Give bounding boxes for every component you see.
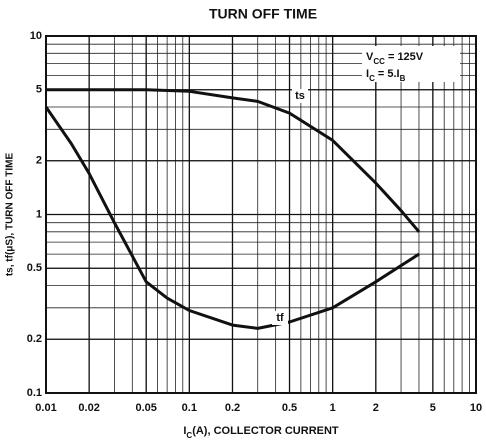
x-tick-label: 0.02: [78, 402, 99, 414]
y-tick-label: 0.2: [27, 333, 42, 345]
y-tick-label: 0.1: [27, 387, 42, 399]
x-tick-label: 5: [430, 402, 436, 414]
annotation-part: CC: [373, 57, 385, 66]
line: [46, 88, 421, 233]
y-axis-label: ts, tf(μS), TURN OFF TIME: [5, 153, 16, 277]
y-tick-label: 2: [36, 155, 42, 167]
annotation-part: B: [400, 74, 406, 83]
x-axis-label-part: (A), COLLECTOR CURRENT: [192, 425, 339, 437]
annotation-part: C: [369, 74, 375, 83]
chart-title: TURN OFF TIME: [209, 6, 317, 22]
annotation-box: [362, 46, 460, 82]
x-tick-label: 10: [470, 402, 482, 414]
annotation-part: I: [366, 68, 369, 80]
x-axis-label-part: I: [183, 425, 186, 437]
annotation-part: = 125V: [385, 51, 424, 63]
x-tick-label: 2: [373, 402, 379, 414]
x-tick-label: 1: [330, 402, 336, 414]
series-label: ts: [295, 90, 305, 102]
line: [44, 106, 420, 330]
y-tick-label: 1: [36, 208, 42, 220]
y-tick-label: 5: [36, 84, 42, 96]
y-tick-label: 10: [30, 30, 42, 42]
annotation-part: V: [366, 51, 374, 63]
series-label: tf: [276, 312, 284, 324]
y-tick-label: 0.5: [27, 262, 42, 274]
x-axis-label: IC(A), COLLECTOR CURRENT: [183, 425, 339, 440]
x-tick-label: 0.05: [135, 402, 156, 414]
annotation-part: = 5.I: [375, 68, 400, 80]
x-tick-label: 0.1: [182, 402, 197, 414]
x-tick-label: 0.5: [282, 402, 297, 414]
x-tick-label: 0.01: [35, 402, 56, 414]
series-label-bg: [292, 89, 308, 103]
plot-frame: [45, 35, 477, 394]
annotation: IC = 5.IB: [366, 68, 406, 83]
annotation: VCC = 125V: [366, 51, 424, 66]
x-axis-label-part: C: [186, 431, 192, 440]
x-tick-label: 0.2: [225, 402, 240, 414]
series-label-bg: [272, 311, 288, 325]
